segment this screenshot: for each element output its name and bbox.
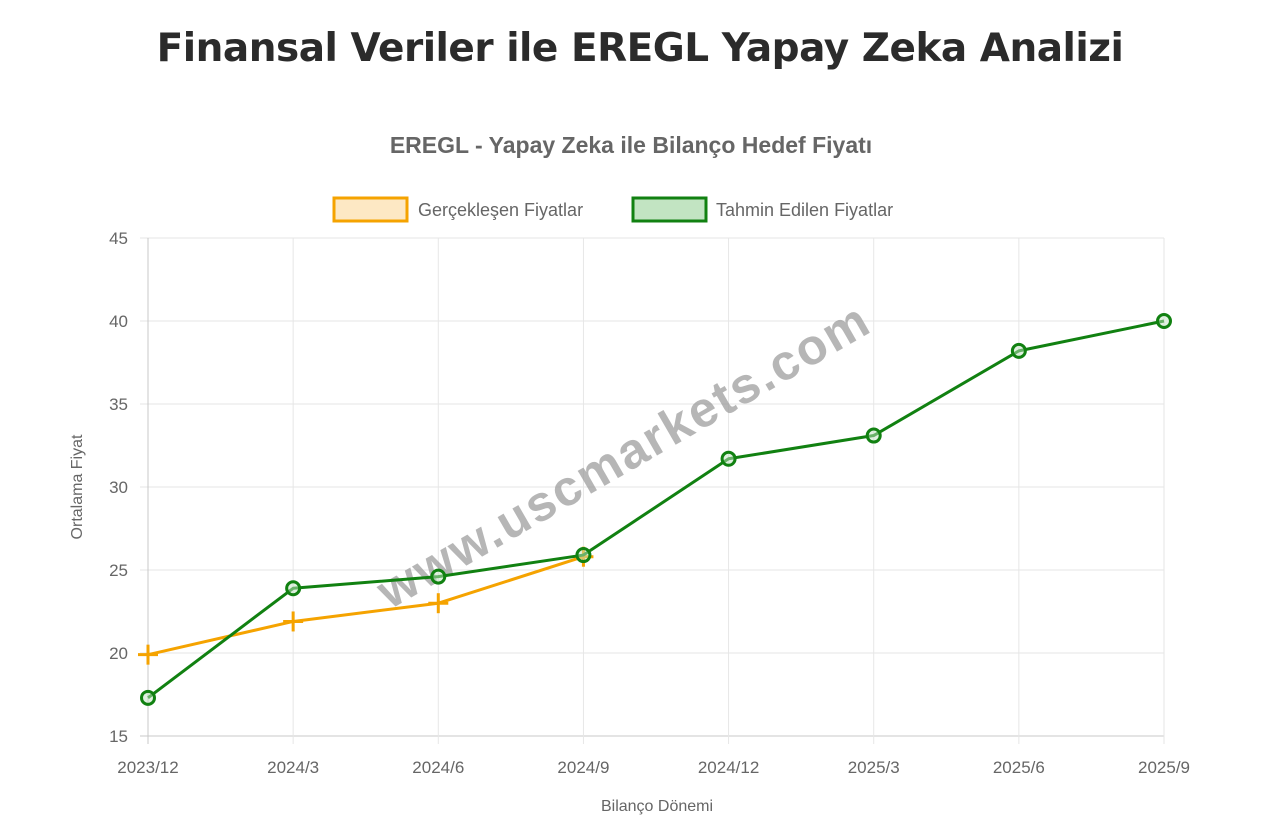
y-tick-label: 40	[109, 312, 128, 331]
data-point	[575, 547, 592, 564]
x-tick-label: 2024/3	[267, 758, 319, 777]
legend-swatch	[332, 196, 409, 223]
y-axis-label: Ortalama Fiyat	[69, 434, 86, 539]
x-tick-label: 2025/6	[993, 758, 1045, 777]
legend-label: Gerçekleşen Fiyatlar	[418, 200, 583, 220]
y-tick-label: 30	[109, 478, 128, 497]
series-line	[147, 319, 1165, 700]
axes: 15 20 25 30 35 40 45 2023/12 2024/3 2024/6 2024/9 2…	[109, 229, 1190, 777]
legend-item: Gerçekleşen Fiyatlar	[332, 196, 583, 223]
data-point	[283, 611, 304, 632]
y-tick-label: 45	[109, 229, 128, 248]
data-point	[430, 568, 447, 585]
series-line	[147, 555, 584, 657]
legend-label: Tahmin Edilen Fiyatlar	[716, 200, 893, 220]
x-tick-label: 2023/12	[117, 758, 178, 777]
x-tick-label: 2025/3	[848, 758, 900, 777]
x-tick-label: 2024/6	[412, 758, 464, 777]
legend-item: Tahmin Edilen Fiyatlar	[631, 196, 893, 223]
y-tick-label: 20	[109, 644, 128, 663]
data-point	[138, 644, 158, 665]
data-point	[865, 427, 882, 444]
data-point	[720, 450, 737, 467]
x-tick-label: 2024/12	[698, 758, 759, 777]
series-layer	[138, 313, 1172, 706]
legend: Gerçekleşen Fiyatlar Tahmin Edilen Fiyatl…	[332, 196, 893, 223]
x-tick-label: 2024/9	[557, 758, 609, 777]
y-tick-label: 25	[109, 561, 128, 580]
data-point	[1156, 313, 1172, 329]
x-axis-label: Bilanço Dönemi	[601, 798, 713, 815]
data-point	[140, 689, 156, 706]
chart-title: EREGL - Yapay Zeka ile Bilanço Hedef Fiy…	[390, 132, 872, 158]
y-tick-label: 15	[109, 727, 128, 746]
grid	[140, 237, 1165, 744]
data-point	[1010, 342, 1027, 359]
x-tick-label: 2025/9	[1138, 758, 1190, 777]
series-forecast	[140, 313, 1172, 706]
legend-swatch	[631, 196, 708, 223]
data-point	[428, 593, 449, 614]
y-tick-label: 35	[109, 395, 128, 414]
page-title: Finansal Veriler ile EREGL Yapay Zeka An…	[156, 26, 1124, 71]
data-point	[285, 580, 302, 597]
